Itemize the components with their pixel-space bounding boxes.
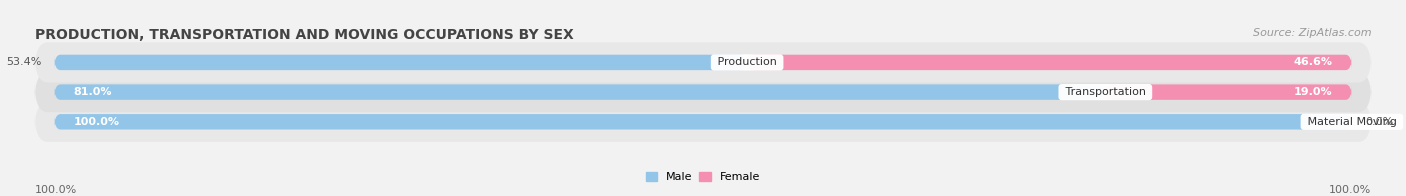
Text: Source: ZipAtlas.com: Source: ZipAtlas.com [1253, 28, 1371, 38]
Text: Material Moving: Material Moving [1303, 117, 1400, 127]
Text: 100.0%: 100.0% [35, 185, 77, 195]
FancyBboxPatch shape [53, 84, 1105, 100]
Text: Production: Production [714, 57, 780, 67]
Text: 100.0%: 100.0% [73, 117, 120, 127]
Text: Transportation: Transportation [1062, 87, 1149, 97]
Text: 53.4%: 53.4% [6, 57, 41, 67]
FancyBboxPatch shape [35, 102, 1371, 142]
Text: 46.6%: 46.6% [1294, 57, 1333, 67]
Text: 19.0%: 19.0% [1294, 87, 1333, 97]
Text: 100.0%: 100.0% [1329, 185, 1371, 195]
FancyBboxPatch shape [53, 55, 747, 70]
FancyBboxPatch shape [747, 55, 1353, 70]
FancyBboxPatch shape [35, 72, 1371, 112]
Text: PRODUCTION, TRANSPORTATION AND MOVING OCCUPATIONS BY SEX: PRODUCTION, TRANSPORTATION AND MOVING OC… [35, 28, 574, 42]
Text: 81.0%: 81.0% [73, 87, 112, 97]
Legend: Male, Female: Male, Female [641, 167, 765, 187]
Text: 0.0%: 0.0% [1365, 117, 1393, 127]
FancyBboxPatch shape [35, 42, 1371, 83]
FancyBboxPatch shape [53, 114, 1353, 130]
FancyBboxPatch shape [1105, 84, 1353, 100]
